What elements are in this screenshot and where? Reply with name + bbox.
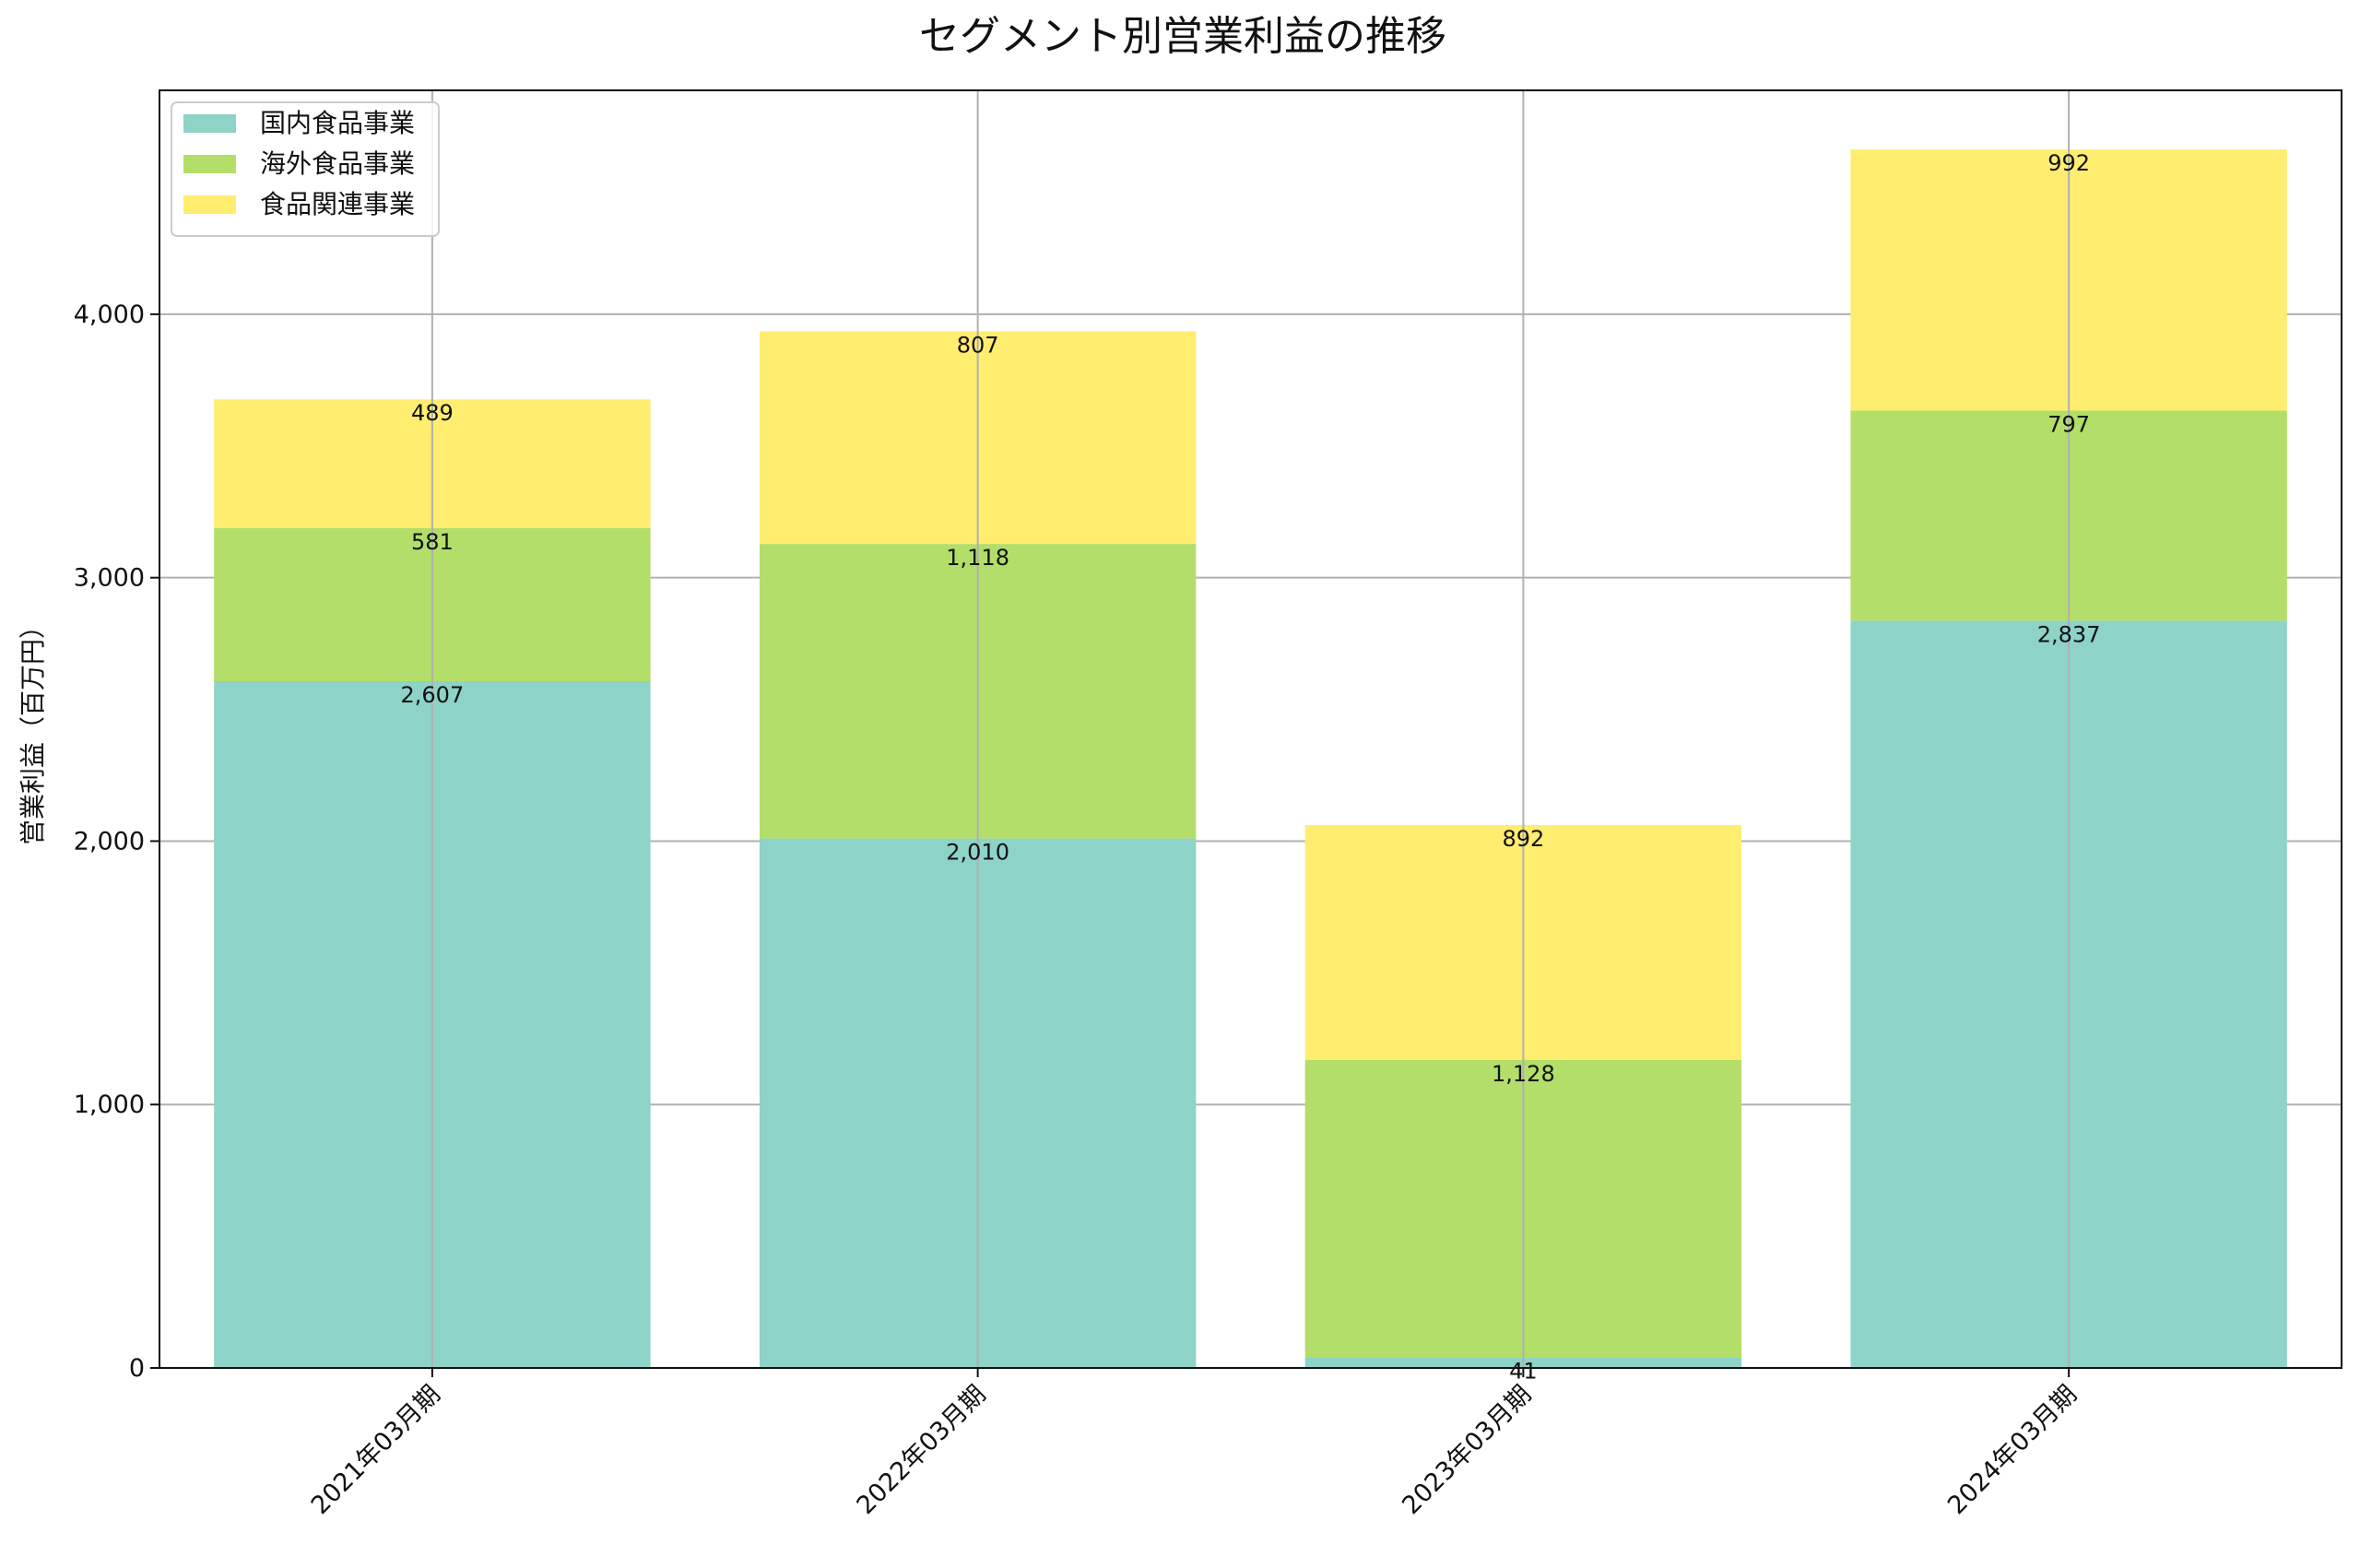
- vertical-grid-layer: [431, 90, 2071, 1368]
- bar-value-label: 1,128: [1492, 1061, 1555, 1087]
- bar-value-label: 797: [2047, 412, 2090, 438]
- y-tick-label: 2,000: [74, 827, 145, 855]
- x-tick-label: 2022年03月期: [851, 1380, 991, 1520]
- y-tick-label: 1,000: [74, 1091, 145, 1119]
- y-axis-label: 営業利益（百万円）: [18, 613, 48, 845]
- data-labels-layer: 2,6075814892,0101,118807411,1288922,8377…: [401, 150, 2101, 1384]
- legend-frame: [171, 101, 440, 237]
- legend-label: 食品関連事業: [260, 189, 415, 219]
- bar-value-label: 2,010: [946, 840, 1009, 866]
- bar-value-label: 489: [411, 400, 454, 426]
- bar-value-label: 2,837: [2037, 621, 2101, 647]
- bar-value-label: 1,118: [946, 545, 1009, 571]
- x-tick-label: 2024年03月期: [1942, 1380, 2083, 1520]
- bar-value-label: 2,607: [401, 682, 465, 708]
- legend-swatch: [183, 155, 236, 173]
- bar-value-label: 892: [1502, 826, 1544, 852]
- bar-value-label: 807: [957, 332, 999, 358]
- legend-swatch: [183, 195, 236, 214]
- y-tick-label: 3,000: [74, 564, 145, 593]
- y-tick-label: 0: [129, 1354, 145, 1383]
- legend-label: 国内食品事業: [260, 108, 415, 138]
- chart-title: セグメント別営業利益の推移: [919, 13, 1446, 60]
- bar-value-label: 992: [2047, 150, 2090, 176]
- plot-frame: [159, 89, 2342, 1369]
- y-tick-label: 4,000: [74, 301, 145, 329]
- legend-swatch: [183, 114, 236, 133]
- x-tick-label: 2021年03月期: [306, 1380, 446, 1520]
- x-tick-label: 2023年03月期: [1397, 1380, 1537, 1520]
- legend-label: 海外食品事業: [260, 148, 415, 179]
- bar-value-label: 581: [411, 529, 454, 555]
- bars-layer: [214, 149, 2287, 1368]
